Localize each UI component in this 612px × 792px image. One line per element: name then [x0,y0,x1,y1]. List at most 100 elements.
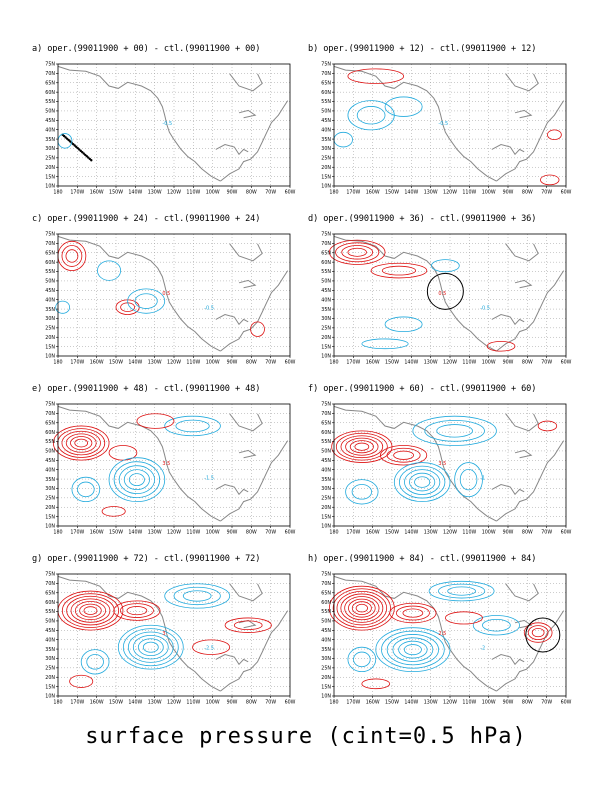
coastline-segment [514,109,533,119]
negative-contour [55,300,71,314]
lat-tick-label: 60N [45,260,55,266]
map-plot: -0.5 75N 70N 65N 60N 55N 50N 45N 40N 35N 30N 25N 20N… [45,62,295,195]
lat-tick-label: 70N [321,581,331,587]
coastline-segment [215,143,249,156]
negative-contour [71,476,101,503]
lon-tick-label: 130W [424,190,438,195]
lon-tick-label: 90W [227,190,238,195]
lat-tick-label: 40N [321,637,331,643]
positive-contour [393,450,414,460]
coastline-segment [57,575,221,692]
lon-tick-label: 130W [424,360,438,365]
contour-layer: -0.5 [57,121,172,162]
map-plot: 3.5 -1 75N 70N 65N 60N 55N 50N 45N 40N 35N 30N 25N 20… [321,402,571,535]
contour-label: -2.5 [204,646,214,652]
lon-tick-label: 90W [503,190,514,195]
coastline [57,575,289,692]
positive-contour [74,438,89,448]
contour-label: -0.5 [204,306,214,312]
lon-tick-label: 170W [346,700,360,705]
positive-contour [527,625,549,640]
lon-tick-label: 60W [285,700,296,705]
contour-layer: 3.5 -1.5 [52,413,221,517]
positive-contour [224,617,272,633]
lon-tick-label: 150W [385,190,399,195]
lon-tick-label: 130W [424,530,438,535]
map-gridlines [58,234,290,356]
negative-contour [398,465,446,499]
lon-tick-label: 160W [366,700,380,705]
positive-contour [531,627,545,638]
lat-tick-label: 40N [321,467,331,473]
lat-tick-label: 45N [45,118,55,124]
positive-contour [136,413,175,429]
negative-contour [351,484,372,500]
map-plot: 3 -2.5 75N 70N 65N 60N 55N 50N 45N 40N 35N 30N 25N 20… [45,572,296,705]
negative-contour [118,465,155,495]
lat-tick-label: 35N [45,647,55,653]
lon-tick-label: 140W [128,700,142,705]
positive-contour [126,606,148,616]
positive-contour [381,265,417,276]
lat-tick-label: 20N [321,505,331,511]
contour-layer: 3.5 -1 [331,415,558,505]
coastline [333,575,565,692]
negative-contour [454,462,483,498]
negative-contour [182,590,212,602]
lat-tick-label: 15N [321,684,331,690]
coastline [57,235,289,352]
lat-tick-label: 35N [321,477,331,483]
lat-tick-label: 60N [321,260,331,266]
lat-tick-label: 20N [45,335,55,341]
lat-tick-label: 15N [321,344,331,350]
lat-tick-label: 10N [45,354,55,360]
lat-tick-label: 65N [45,420,55,426]
negative-contour [77,481,95,498]
positive-contour [328,239,386,265]
lat-tick-label: 10N [321,354,331,360]
lat-tick-label: 55N [45,99,55,105]
negative-contour [381,630,445,669]
coastline-segment [215,313,249,326]
lat-tick-label: 50N [45,449,55,455]
lon-tick-label: 90W [227,360,238,365]
lat-tick-label: 60N [45,90,55,96]
lat-tick-label: 15N [45,514,55,520]
lon-tick-label: 140W [128,190,142,195]
map-plot: 3.5 -1.5 75N 70N 65N 60N 55N 50N 45N 40N 35N 30N 25N… [45,402,295,535]
lat-tick-label: 10N [321,694,331,700]
lon-tick-label: 120W [167,360,181,365]
negative-contour [482,618,511,632]
panel-title: f) oper.(99011900 + 60) - ctl.(99011900 … [308,384,537,394]
lon-tick-label: 170W [346,530,360,535]
lon-tick-label: 180 [53,530,62,535]
positive-contour [547,129,562,141]
lat-tick-label: 20N [321,165,331,171]
lon-tick-label: 120W [167,530,181,535]
lat-tick-label: 55N [321,99,331,105]
positive-contour [395,605,430,621]
lat-tick-label: 35N [321,137,331,143]
coastline-segment [220,270,289,352]
lat-tick-label: 70N [321,71,331,77]
lat-tick-label: 60N [321,90,331,96]
panel-title: d) oper.(99011900 + 36) - ctl.(99011900 … [308,214,537,224]
lon-tick-label: 160W [90,700,104,705]
negative-contour [132,634,169,660]
positive-contour [349,440,374,454]
coastline-segment [514,279,533,289]
lon-tick-label: 120W [443,530,457,535]
lon-tick-label: 80W [246,530,257,535]
contour-label: 3.5 [162,461,170,467]
lat-tick-label: 10N [45,524,55,530]
lon-tick-label: 150W [109,190,123,195]
lon-tick-label: 60W [561,360,572,365]
lon-tick-label: 110W [462,700,476,705]
lon-tick-label: 120W [443,190,457,195]
coastline-segment [496,100,565,182]
lon-tick-label: 70W [265,530,276,535]
negative-contour [438,583,486,599]
lat-tick-label: 55N [45,439,55,445]
lon-tick-label: 170W [70,360,84,365]
map-panel-f: f) oper.(99011900 + 60) - ctl.(99011900 … [308,384,578,534]
